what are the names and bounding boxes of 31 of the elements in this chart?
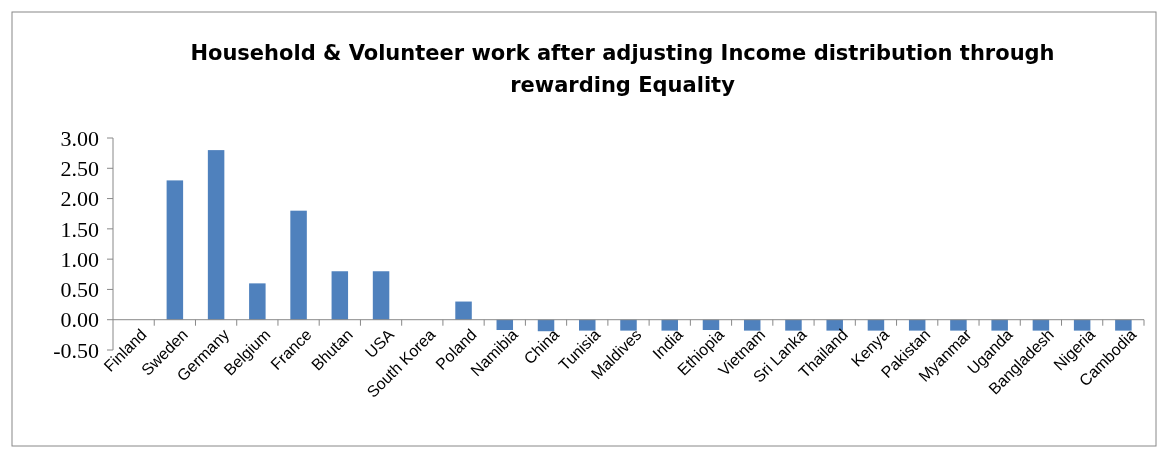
y-tick-label: 3.00 — [60, 125, 99, 151]
bar — [207, 150, 225, 320]
bar — [249, 283, 266, 320]
bar — [950, 319, 967, 331]
y-tick-label: 0.50 — [60, 277, 99, 303]
bar — [991, 319, 1008, 331]
y-tick-label: 1.50 — [60, 216, 99, 242]
bar — [496, 319, 514, 331]
y-tick-label: 2.00 — [60, 186, 99, 212]
bar — [1115, 319, 1132, 331]
bar — [290, 210, 307, 320]
bar — [867, 319, 885, 331]
bar — [620, 319, 637, 331]
y-tick-label: -0.50 — [53, 337, 99, 363]
bar — [455, 301, 472, 320]
chart-title: Household & Volunteer work after adjusting Income distribution through rewarding Equality — [190, 41, 1055, 97]
bar — [702, 319, 720, 331]
bar — [579, 319, 596, 331]
y-tick-label: 2.50 — [60, 155, 99, 181]
bar — [166, 180, 184, 320]
bar — [661, 319, 678, 331]
bar — [1032, 319, 1050, 331]
bar — [537, 319, 555, 332]
bar — [1073, 319, 1091, 331]
y-tick-label: 1.00 — [60, 246, 99, 272]
x-tick-label: USA — [361, 325, 398, 362]
bar — [372, 271, 390, 320]
bar — [908, 319, 926, 331]
y-tick-label: 0.00 — [60, 307, 99, 333]
bar — [743, 319, 761, 331]
bar — [331, 271, 349, 320]
